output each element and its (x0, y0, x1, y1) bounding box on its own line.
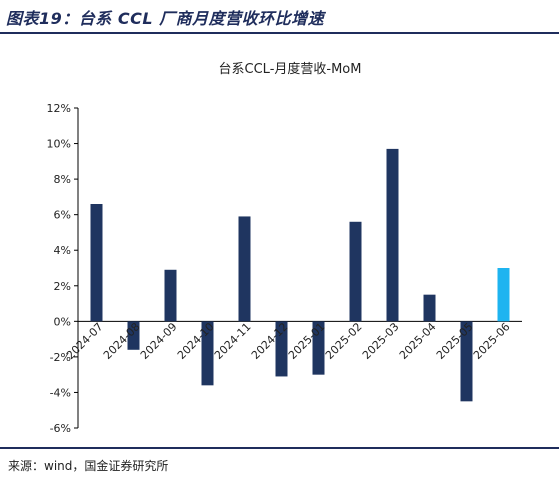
y-tick-label: -4% (50, 386, 71, 399)
bottom-rule (0, 447, 559, 449)
bar (90, 204, 103, 322)
x-tick-label: 2025-02 (323, 320, 365, 362)
y-tick-label: -6% (50, 422, 71, 435)
source-note: 来源：wind，国金证券研究所 (8, 459, 169, 473)
y-tick-label: 0% (54, 315, 71, 328)
bar-chart: 台系CCL-月度营收-MoM -6% -4% -2% 0% 2% 4% 6% 8% 10% 12%… (47, 61, 522, 435)
figure-title: 图表19：台系 CCL 厂商月度营收环比增速 (6, 9, 325, 28)
x-tick-label: 2024-09 (138, 320, 180, 362)
x-tick-label: 2025-04 (397, 320, 439, 362)
bars (90, 148, 510, 402)
chart-title: 台系CCL-月度营收-MoM (219, 61, 362, 77)
bar (312, 321, 325, 375)
x-tick-label: 2025-06 (471, 320, 513, 362)
bar (127, 321, 140, 350)
bar (164, 269, 177, 322)
y-tick-label: 2% (54, 280, 71, 293)
y-axis: -6% -4% -2% 0% 2% 4% 6% 8% 10% 12% (47, 102, 522, 435)
y-tick-label: 10% (47, 138, 71, 151)
bar (201, 321, 214, 386)
bar (386, 148, 399, 322)
y-tick-label: 6% (54, 209, 71, 222)
x-tick-label: 2024-11 (212, 320, 254, 362)
bar (349, 221, 362, 322)
bar (238, 216, 251, 322)
y-tick-label: -2% (50, 351, 71, 364)
bar (460, 321, 473, 402)
bar (423, 294, 436, 322)
top-rule (0, 32, 559, 34)
bar (275, 321, 288, 377)
y-tick-label: 4% (54, 244, 71, 257)
bar (497, 268, 510, 322)
y-tick-label: 8% (54, 173, 71, 186)
y-tick-label: 12% (47, 102, 71, 115)
x-tick-label: 2025-03 (360, 320, 402, 362)
